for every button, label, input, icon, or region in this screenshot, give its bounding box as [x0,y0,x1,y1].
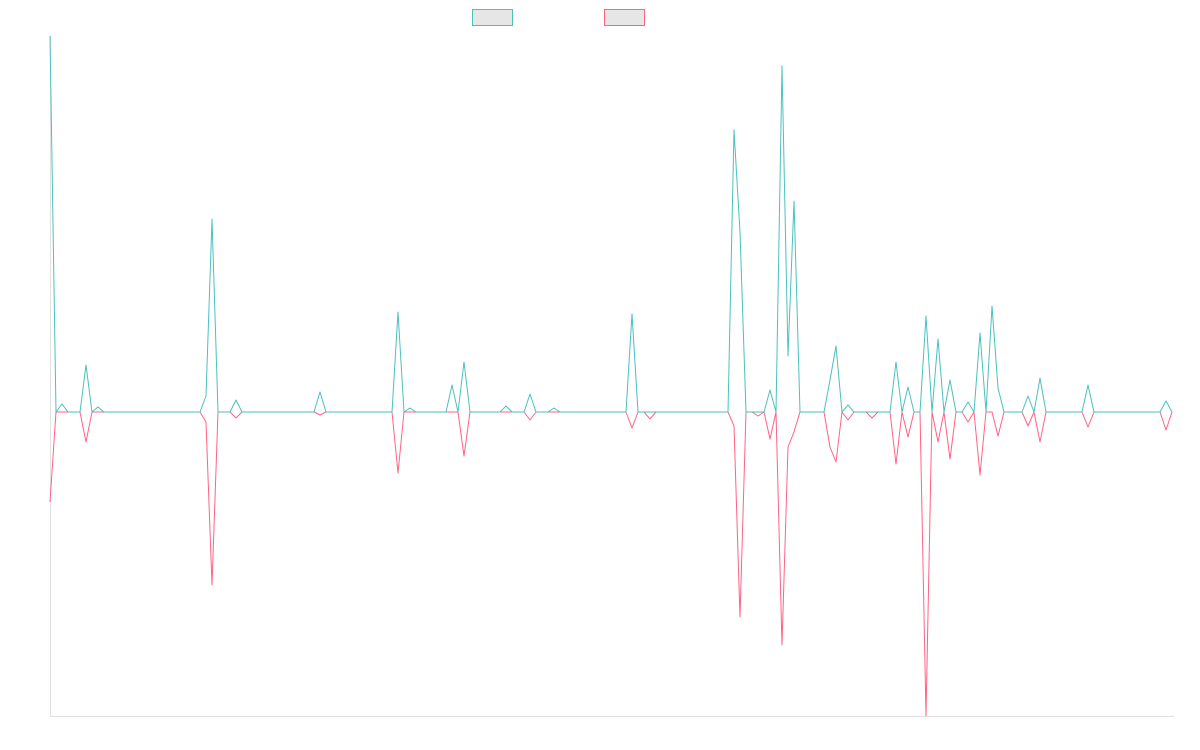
legend-swatch[interactable] [472,9,513,26]
legend-swatch[interactable] [604,9,645,26]
series-line [49,35,1173,413]
series-line [49,411,1173,717]
